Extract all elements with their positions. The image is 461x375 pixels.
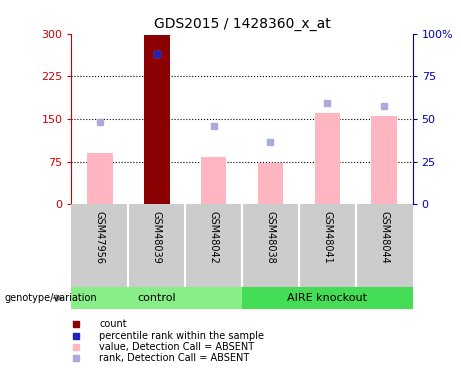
Bar	[372, 116, 397, 204]
Text: GSM48039: GSM48039	[152, 211, 162, 264]
Bar	[242, 287, 413, 309]
Bar	[314, 113, 340, 204]
Bar	[144, 36, 170, 204]
Bar	[201, 157, 226, 204]
Text: GSM48041: GSM48041	[322, 211, 332, 264]
Bar	[258, 164, 283, 204]
Text: count: count	[99, 320, 127, 329]
Text: GSM48042: GSM48042	[208, 211, 219, 264]
Title: GDS2015 / 1428360_x_at: GDS2015 / 1428360_x_at	[154, 17, 331, 32]
Bar	[87, 153, 112, 204]
Text: GSM48044: GSM48044	[379, 211, 389, 264]
Text: GSM47956: GSM47956	[95, 211, 105, 264]
Text: genotype/variation: genotype/variation	[5, 293, 97, 303]
Text: AIRE knockout: AIRE knockout	[287, 293, 367, 303]
Text: control: control	[137, 293, 176, 303]
Text: rank, Detection Call = ABSENT: rank, Detection Call = ABSENT	[99, 353, 249, 363]
Text: value, Detection Call = ABSENT: value, Detection Call = ABSENT	[99, 342, 254, 352]
Bar	[71, 287, 242, 309]
Text: percentile rank within the sample: percentile rank within the sample	[99, 331, 264, 340]
Text: GSM48038: GSM48038	[266, 211, 276, 264]
